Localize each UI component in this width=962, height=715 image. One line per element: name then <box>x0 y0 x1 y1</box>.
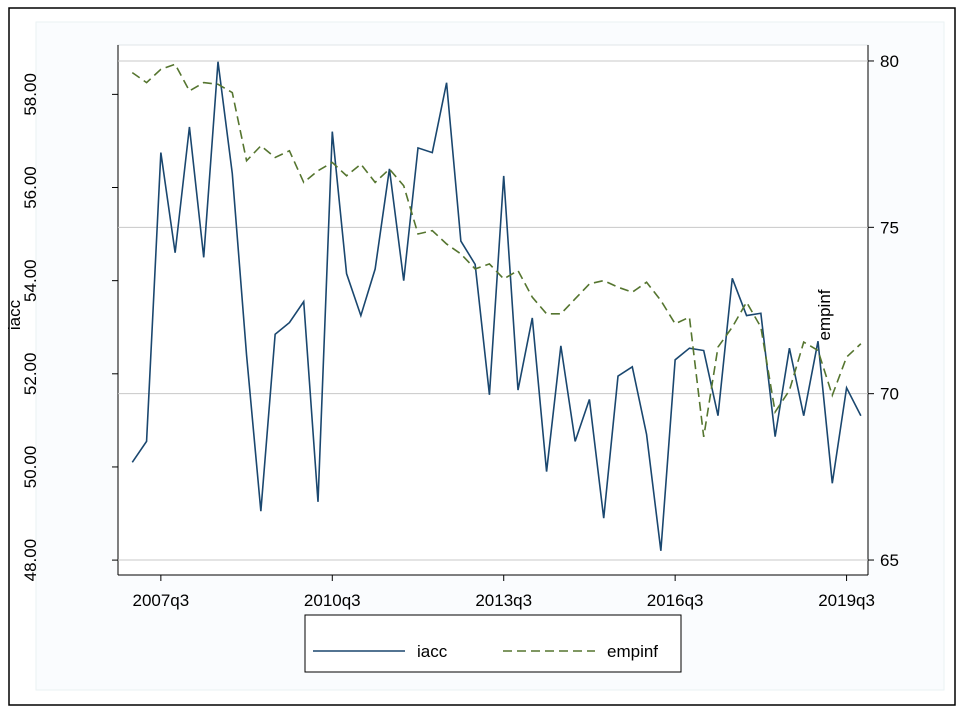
series-line <box>131 61 862 551</box>
x-tick-label: 2013q3 <box>475 591 532 610</box>
x-tick-label: 2007q3 <box>132 591 189 610</box>
y2-tick-label: 75 <box>880 218 899 237</box>
y-tick-label: 48.00 <box>21 539 40 582</box>
y-tick-label: 54.00 <box>21 259 40 302</box>
legend-label: empinf <box>607 642 658 661</box>
y-tick-label: 50.00 <box>21 446 40 489</box>
y2-tick-label: 70 <box>880 385 899 404</box>
y-tick-label: 58.00 <box>21 73 40 116</box>
x-tick-label: 2019q3 <box>818 591 875 610</box>
y-tick-label: 56.00 <box>21 166 40 209</box>
y2-tick-label: 80 <box>880 52 899 71</box>
y-tick-label: 52.00 <box>21 353 40 396</box>
x-tick-label: 2016q3 <box>647 591 704 610</box>
y-axis-title: iacc <box>5 299 24 330</box>
y2-axis-title: empinf <box>815 289 834 340</box>
series-line <box>131 63 862 438</box>
legend-box <box>304 614 682 673</box>
legend-label: iacc <box>417 642 448 661</box>
plot-region <box>117 44 869 576</box>
y2-tick-label: 65 <box>880 551 899 570</box>
x-tick-label: 2010q3 <box>304 591 361 610</box>
